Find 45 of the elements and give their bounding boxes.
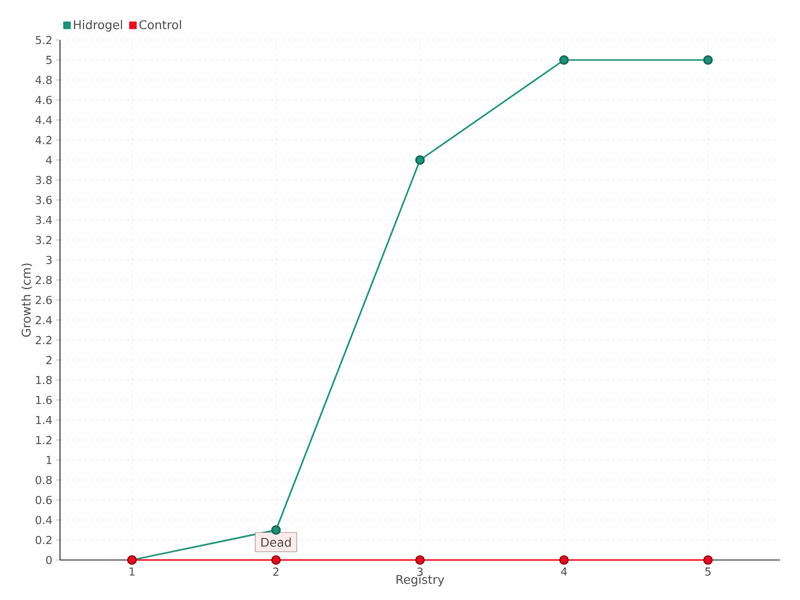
point [559, 55, 569, 65]
x-tick-label: 4 [561, 568, 567, 576]
y-tick-label: 0.2 [36, 536, 52, 544]
point [559, 555, 569, 565]
x-tick-label: 1 [130, 568, 134, 576]
y-tick-label: 0 [46, 556, 52, 564]
x-tick-label: 2 [273, 568, 278, 576]
legend-label: Hidrogel [74, 20, 122, 32]
x-tick-label: 3 [417, 568, 423, 576]
y-tick-label: 1.8 [36, 376, 52, 384]
annotation: Dead [261, 538, 291, 547]
y-tick-label: 4 [46, 156, 52, 164]
y-tick-label: 1 [46, 456, 52, 464]
y-tick-label: 1.6 [36, 396, 52, 404]
y-tick-label: 4.2 [36, 136, 52, 144]
y-tick-label: 2.8 [36, 276, 52, 284]
point [271, 525, 281, 535]
y-tick-label: 4.8 [36, 76, 52, 84]
y-tick-label: 3 [46, 256, 52, 264]
y-tick-label: 3.8 [36, 176, 52, 184]
y-tick-label: 0.4 [36, 516, 52, 524]
y-tick-label: 3.6 [36, 196, 52, 204]
y-tick-label: 0.8 [36, 476, 52, 484]
point [703, 55, 713, 65]
y-tick-label: 1.4 [36, 416, 52, 424]
point [415, 155, 425, 165]
y-tick-label: 1.2 [36, 436, 52, 444]
y-tick-label: 4.4 [36, 116, 52, 124]
y-tick-label: 5.2 [36, 36, 52, 44]
y-tick-label: 2.4 [36, 316, 52, 324]
y-tick-label: 0.6 [36, 496, 52, 504]
y-tick-label: 4.6 [36, 96, 52, 104]
y-axis-title: Growth (cm) [21, 264, 32, 337]
x-tick-label: 5 [705, 568, 711, 576]
point [271, 555, 281, 565]
y-tick-label: 2.6 [36, 296, 52, 304]
x-axis-title: Registry [396, 574, 444, 586]
y-tick-label: 2 [46, 356, 52, 364]
y-tick-label: 5 [46, 56, 52, 64]
point [415, 555, 425, 565]
legend-label: Control [139, 20, 181, 30]
point [703, 555, 713, 565]
y-tick-label: 3.2 [36, 236, 52, 244]
y-tick-label: 2.2 [36, 336, 52, 344]
y-tick-label: 3.4 [36, 216, 52, 224]
